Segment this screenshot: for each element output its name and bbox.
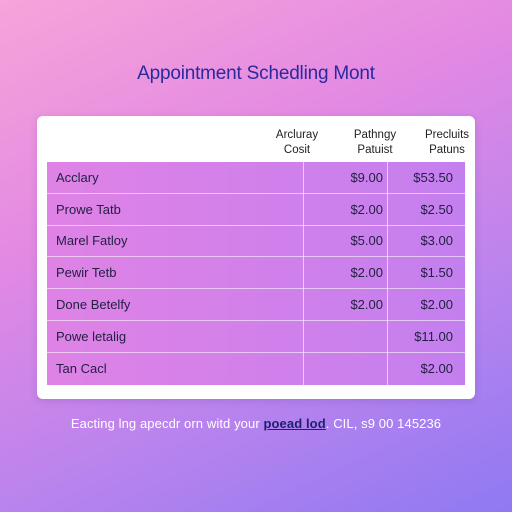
table-header: Arcluray Cosit Pathngy Patuist Precluits… xyxy=(47,128,469,164)
row-value-1: $2.00 xyxy=(350,265,383,281)
column-header-1[interactable]: Arcluray Cosit xyxy=(237,128,357,158)
row-value-1: $2.00 xyxy=(350,201,383,217)
row-value-2: $3.00 xyxy=(420,233,453,249)
table-row[interactable]: Done Betelfy $2.00 $2.00 xyxy=(47,289,465,321)
row-value-1: $9.00 xyxy=(350,169,383,185)
table-row[interactable]: Tan Cacl $2.00 xyxy=(47,353,465,385)
footer-suffix: . CIL, s9 00 145236 xyxy=(325,416,442,431)
row-value-2: $11.00 xyxy=(414,328,453,344)
row-value-1: $5.00 xyxy=(350,233,383,249)
row-value-2: $2.00 xyxy=(420,297,453,313)
column-divider xyxy=(387,162,388,385)
table-row[interactable]: Pewir Tetb $2.00 $1.50 xyxy=(47,257,465,290)
footer-prefix: Eacting lng apecdr orn witd your xyxy=(70,416,264,431)
row-value-1: $2.00 xyxy=(350,297,383,313)
table-row[interactable]: Acclary $9.00 $53.50 xyxy=(47,162,465,194)
row-name: Pewir Tetb xyxy=(56,265,117,281)
row-value-2: $1.50 xyxy=(420,265,453,281)
row-value-2: $2.50 xyxy=(420,201,453,217)
table-row[interactable]: Marel Fatloy $5.00 $3.00 xyxy=(47,226,465,258)
footer-contact-text: Eacting lng apecdr orn witd your poead l… xyxy=(0,416,512,431)
column-header-2[interactable]: Pathngy Patuist xyxy=(315,128,435,158)
row-name: Powe letalig xyxy=(56,328,127,344)
page-title: Appointment Schedling Mont xyxy=(137,63,375,84)
table-body: Acclary $9.00 $53.50 Prowe Tatb $2.00 $2… xyxy=(47,162,465,385)
row-value-1 xyxy=(303,321,383,352)
row-value-1 xyxy=(303,353,383,385)
appointment-table-card: Arcluray Cosit Pathngy Patuist Precluits… xyxy=(37,116,475,399)
column-header-2-line2: Patuist xyxy=(357,144,393,156)
column-header-3-line1: Precluits xyxy=(424,129,470,141)
column-header-3[interactable]: Precluits Patuns xyxy=(387,128,507,158)
column-header-3-line2: Patuns xyxy=(429,144,465,156)
row-name: Done Betelfy xyxy=(56,297,131,313)
table-row[interactable]: Prowe Tatb $2.00 $2.50 xyxy=(47,194,465,226)
row-name: Prowe Tatb xyxy=(56,201,121,217)
table-row[interactable]: Powe letalig $11.00 xyxy=(47,321,465,353)
column-header-1-line2: Cosit xyxy=(283,144,311,156)
row-value-2: $53.50 xyxy=(413,169,453,185)
row-value-2: $2.00 xyxy=(420,361,453,377)
column-header-2-line1: Pathngy xyxy=(353,129,397,141)
footer-link[interactable]: poead lod xyxy=(263,416,326,431)
row-name: Tan Cacl xyxy=(56,361,107,377)
column-header-1-line1: Arcluray xyxy=(275,129,319,141)
row-name: Marel Fatloy xyxy=(56,233,128,249)
column-divider xyxy=(303,162,304,385)
row-name: Acclary xyxy=(56,169,99,185)
